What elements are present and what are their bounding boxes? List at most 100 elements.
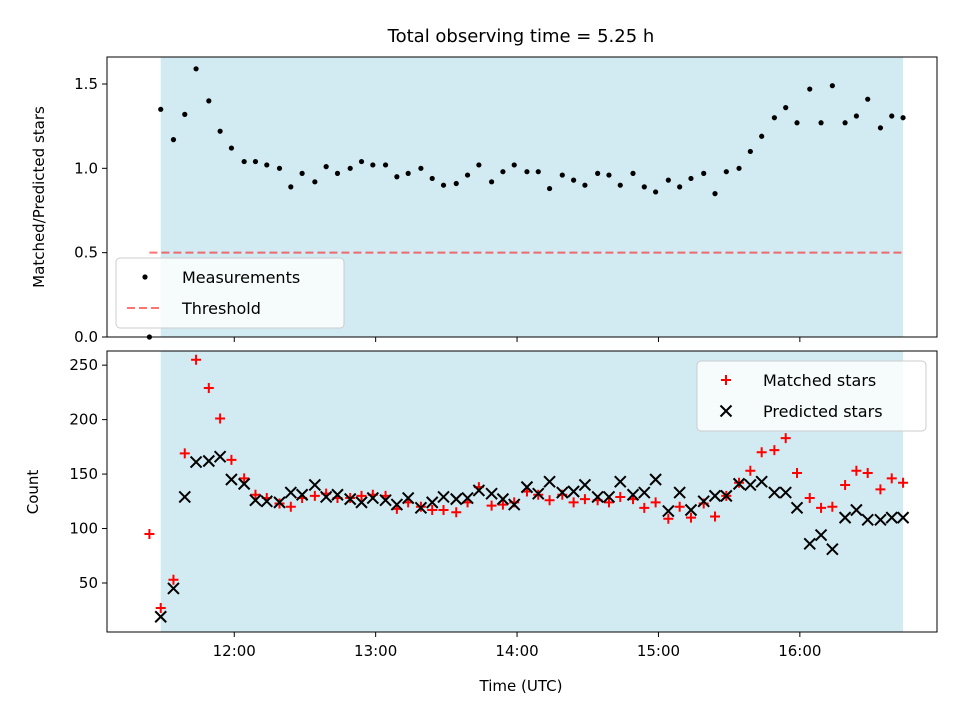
data-point [853,113,860,119]
data-point [288,184,294,190]
data-point [237,477,251,491]
data-point [591,490,604,504]
data-point [476,162,482,168]
data-point [193,66,199,72]
data-point [182,111,188,117]
data-point [792,467,803,478]
legend-label: Threshold [181,299,261,318]
data-point [827,501,838,512]
data-point [206,98,212,104]
data-point [771,115,777,121]
data-point [249,494,262,507]
data-point [649,473,662,486]
data-point [744,478,757,492]
data-point [401,491,415,505]
data-point [571,177,577,183]
legend-marker [142,274,148,280]
data-point [684,503,698,517]
data-point [440,182,447,188]
data-point [366,491,380,505]
data-point [747,148,753,155]
data-point [319,490,333,504]
data-point [250,489,261,500]
data-point [213,450,227,463]
data-point [720,489,733,503]
data-point [323,164,329,170]
data-point [638,486,651,499]
data-point [885,511,898,524]
figure-title: Total observing time = 5.25 h [387,26,655,47]
data-point [356,490,367,501]
data-point [804,493,815,504]
data-point [276,165,283,171]
top-y-axis-label: Matched/Predicted stars [30,106,48,288]
data-point [215,413,226,424]
x-tick-label: 13:00 [354,642,397,660]
data-point [472,484,486,497]
data-point [838,511,852,524]
data-point [790,501,804,515]
y-tick-label: 200 [69,411,98,429]
data-point [486,500,497,511]
data-point [732,477,746,491]
data-point [567,485,580,498]
data-point [226,454,237,465]
data-point [630,170,636,176]
data-point [437,490,450,504]
y-tick-label: 150 [69,465,98,483]
data-point [755,475,768,488]
data-point [355,496,368,509]
y-tick-label: 100 [69,520,98,538]
data-point [874,513,887,527]
data-point [508,498,521,511]
data-point [334,170,341,176]
data-point [582,182,588,188]
legend: Matched stars Predicted stars [696,360,927,432]
data-point [461,491,474,505]
data-point [861,513,874,527]
data-point [191,354,202,365]
data-point [546,185,553,192]
data-point [840,479,851,490]
data-point [829,83,835,89]
data-point [745,465,756,476]
legend-label: Predicted stars [763,402,883,421]
legend-marker [721,375,731,385]
data-point [650,497,661,508]
y-tick-label: 50 [79,574,98,592]
x-axis-label: Time (UTC) [479,677,563,695]
x-tick-label: 15:00 [637,642,680,660]
data-point [390,498,404,511]
data-point [807,86,813,92]
data-point [178,490,191,504]
data-point [794,120,800,126]
data-point [520,480,534,494]
axes-frame [106,56,938,338]
data-point [252,158,259,165]
data-point [273,496,286,509]
data-point [535,169,541,175]
data-point [453,180,459,187]
x-tick-label: 14:00 [495,642,538,660]
data-point [379,494,392,507]
x-tick-label: 16:00 [778,642,821,660]
data-point [217,128,223,134]
data-point [851,465,862,476]
legend-box [696,360,927,432]
data-point [877,125,884,131]
data-point [202,454,216,468]
data-point [155,603,166,614]
data-point [677,184,683,190]
data-point [451,507,462,518]
data-point [189,455,203,469]
data-point [500,169,506,175]
data-point [685,512,696,523]
data-point [308,478,322,492]
series-measurements [146,66,906,340]
data-point [896,511,910,524]
data-point [496,492,510,506]
data-point [875,484,886,495]
data-point [394,174,400,180]
y-tick-label: 1.0 [74,159,98,177]
